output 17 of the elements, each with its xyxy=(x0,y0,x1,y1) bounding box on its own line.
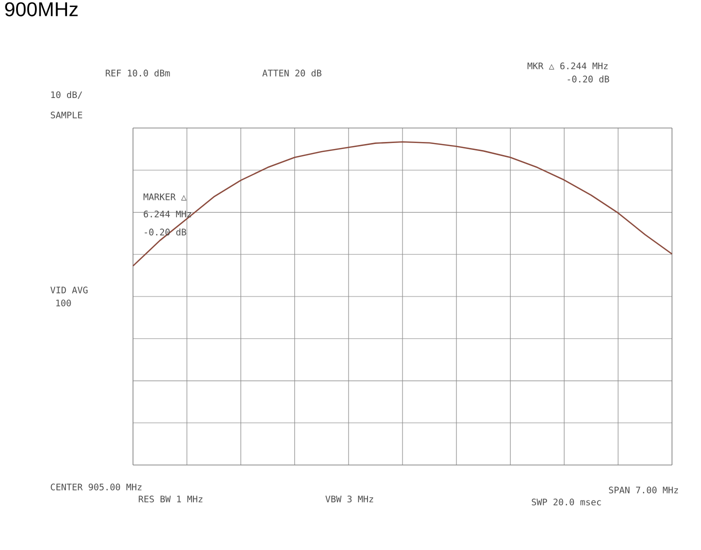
annotation: MARKER △ xyxy=(144,194,187,200)
text: 10 dB/ xyxy=(51,91,82,99)
text: ATTEN 20 dB xyxy=(262,70,322,76)
text: REF 10.0 dBm xyxy=(106,70,170,76)
annotation: -0.20 dB xyxy=(144,228,186,236)
text: MKR △ 6.244 MHz xyxy=(528,62,608,70)
text: SAMPLE xyxy=(50,112,82,118)
text: VID AVG xyxy=(50,286,88,294)
text: VBW 3 MHz xyxy=(325,496,374,502)
text: CENTER 905.00 MHz xyxy=(50,484,142,490)
text: -0.20 dB xyxy=(568,76,610,82)
text: SPAN 7.00 MHz xyxy=(608,486,678,494)
text: SWP 20.0 msec xyxy=(532,498,601,506)
text: 100 xyxy=(56,300,71,306)
chart-title: 900MHz xyxy=(5,2,78,16)
annotation: 6.244 MHz xyxy=(144,210,192,218)
text: RES BW 1 MHz xyxy=(138,496,202,502)
